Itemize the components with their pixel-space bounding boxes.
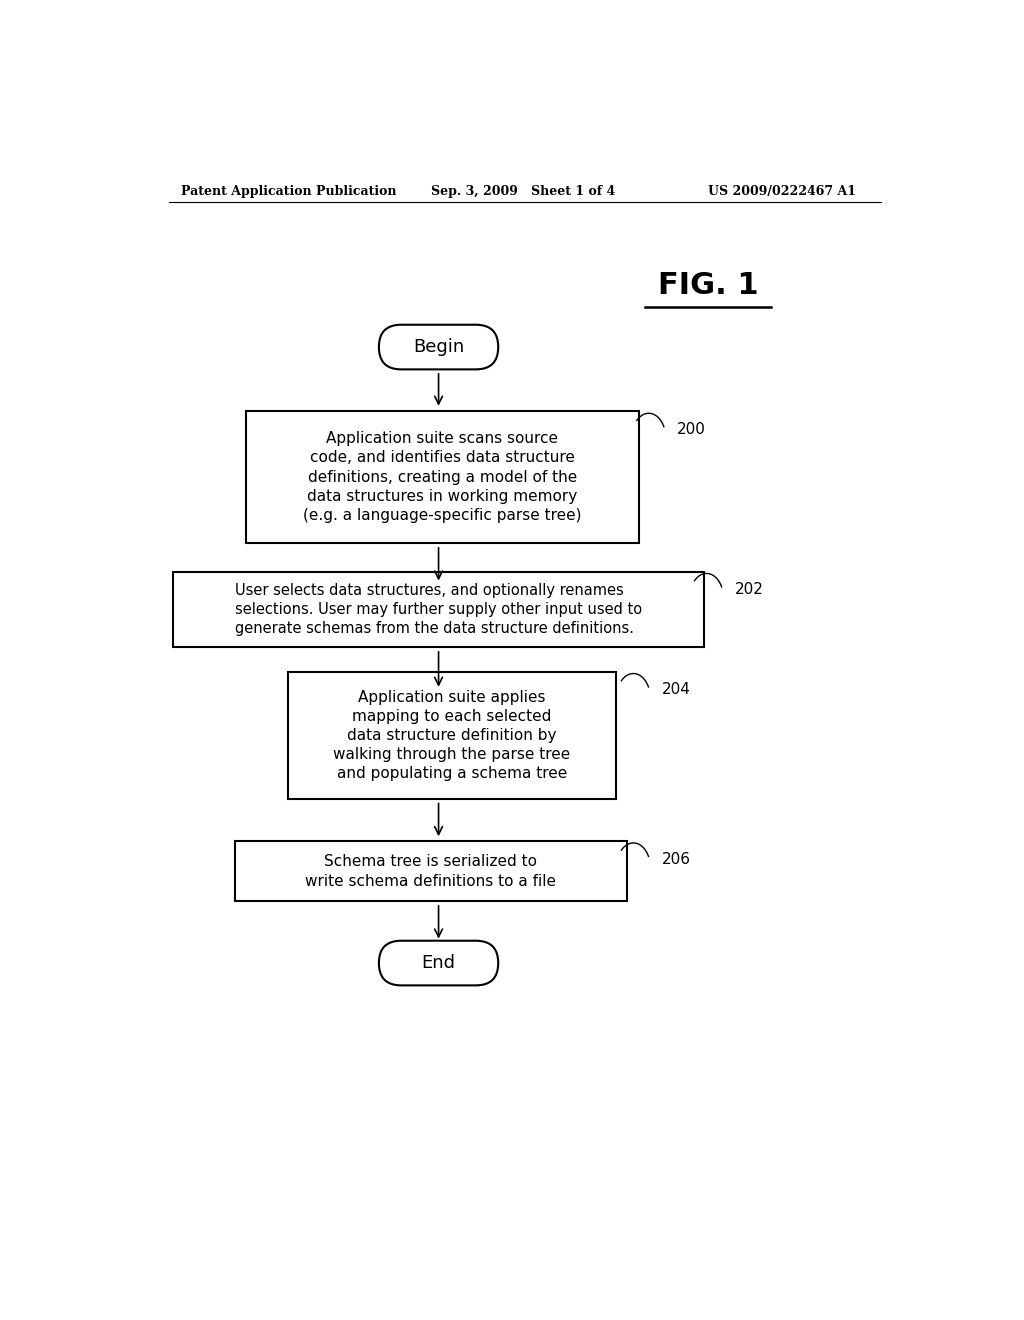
Text: Schema tree is serialized to
write schema definitions to a file: Schema tree is serialized to write schem… xyxy=(305,854,556,888)
FancyBboxPatch shape xyxy=(379,941,499,985)
FancyBboxPatch shape xyxy=(173,572,705,647)
Text: 202: 202 xyxy=(735,582,764,597)
Text: Patent Application Publication: Patent Application Publication xyxy=(180,185,396,198)
Text: 200: 200 xyxy=(677,422,707,437)
FancyBboxPatch shape xyxy=(289,672,615,799)
Text: US 2009/0222467 A1: US 2009/0222467 A1 xyxy=(708,185,856,198)
Text: Application suite scans source
code, and identifies data structure
definitions, : Application suite scans source code, and… xyxy=(303,432,582,523)
Text: Sep. 3, 2009   Sheet 1 of 4: Sep. 3, 2009 Sheet 1 of 4 xyxy=(431,185,615,198)
Text: User selects data structures, and optionally renames
selections. User may furthe: User selects data structures, and option… xyxy=(234,583,642,636)
Text: Begin: Begin xyxy=(413,338,464,356)
Text: 204: 204 xyxy=(662,682,691,697)
Text: FIG. 1: FIG. 1 xyxy=(657,271,759,300)
Text: End: End xyxy=(422,954,456,972)
FancyBboxPatch shape xyxy=(246,411,639,544)
Text: Application suite applies
mapping to each selected
data structure definition by
: Application suite applies mapping to eac… xyxy=(334,689,570,781)
Text: 206: 206 xyxy=(662,851,691,867)
FancyBboxPatch shape xyxy=(379,325,499,370)
FancyBboxPatch shape xyxy=(234,841,628,902)
